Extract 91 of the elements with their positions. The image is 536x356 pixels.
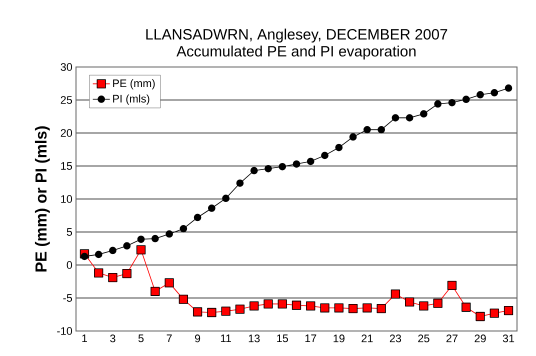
x-tick-label: 13 bbox=[248, 334, 260, 342]
point bbox=[334, 303, 344, 312]
point bbox=[109, 246, 116, 254]
point bbox=[80, 252, 88, 260]
point bbox=[321, 152, 328, 160]
point bbox=[434, 100, 442, 108]
point bbox=[306, 158, 314, 166]
point bbox=[194, 214, 202, 222]
point bbox=[349, 133, 357, 141]
point bbox=[94, 250, 102, 258]
legend-label: PI (mls) bbox=[113, 94, 150, 105]
y-tick-label: -10 bbox=[57, 327, 72, 335]
x-tick-label: 29 bbox=[474, 334, 486, 342]
point bbox=[378, 126, 385, 134]
point bbox=[405, 297, 414, 307]
y-tick-label: 5 bbox=[66, 228, 72, 236]
point bbox=[448, 98, 456, 106]
point bbox=[390, 289, 400, 299]
x-tick-label: 3 bbox=[110, 334, 116, 342]
point bbox=[419, 301, 428, 311]
point bbox=[476, 312, 485, 322]
point bbox=[320, 303, 330, 312]
point bbox=[264, 299, 273, 309]
point bbox=[462, 96, 470, 104]
point bbox=[447, 280, 457, 290]
point bbox=[150, 286, 160, 296]
y-tick-label: 25 bbox=[60, 96, 72, 104]
point bbox=[192, 307, 202, 316]
point bbox=[292, 160, 300, 168]
x-tick-label: 7 bbox=[166, 334, 172, 342]
legend-label: PE (mm) bbox=[113, 79, 155, 90]
point bbox=[362, 303, 372, 312]
x-tick-label: 21 bbox=[362, 334, 373, 342]
point bbox=[335, 144, 343, 152]
x-tick-label: 15 bbox=[277, 334, 288, 342]
x-tick-label: 5 bbox=[138, 334, 144, 342]
x-tick-label: 27 bbox=[446, 334, 458, 342]
point bbox=[462, 302, 471, 312]
point bbox=[504, 84, 512, 92]
point bbox=[94, 268, 104, 278]
point bbox=[178, 294, 188, 304]
chart-title: LLANSADWRN, Anglesey, DECEMBER 2007 bbox=[146, 28, 448, 43]
y-axis-title: PE (mm) or PI (mls) bbox=[34, 126, 50, 272]
point bbox=[221, 306, 230, 316]
point bbox=[250, 166, 258, 174]
point bbox=[250, 301, 259, 311]
y-tick-label: 15 bbox=[61, 162, 72, 170]
y-tick-label: 30 bbox=[60, 63, 72, 71]
point bbox=[235, 304, 245, 314]
point bbox=[151, 234, 159, 242]
x-tick-label: 1 bbox=[82, 334, 87, 342]
x-tick-label: 31 bbox=[502, 334, 514, 342]
x-tick-label: 23 bbox=[390, 334, 402, 342]
point bbox=[123, 242, 131, 250]
point bbox=[164, 278, 174, 288]
point bbox=[490, 89, 498, 96]
point bbox=[433, 298, 442, 308]
point bbox=[208, 204, 216, 212]
y-tick-label: 10 bbox=[61, 195, 72, 203]
point bbox=[136, 245, 146, 254]
point bbox=[137, 236, 145, 243]
point bbox=[420, 110, 428, 118]
y-tick-label: 0 bbox=[66, 261, 72, 269]
point bbox=[406, 114, 414, 122]
point bbox=[108, 272, 118, 282]
point bbox=[476, 91, 484, 98]
point bbox=[306, 301, 316, 311]
point bbox=[278, 162, 286, 170]
x-tick-label: 9 bbox=[195, 334, 200, 342]
point bbox=[348, 304, 358, 314]
point bbox=[207, 308, 216, 318]
x-tick-label: 25 bbox=[418, 334, 430, 342]
point bbox=[490, 308, 499, 318]
point bbox=[278, 299, 287, 309]
point bbox=[166, 230, 173, 238]
point bbox=[180, 225, 188, 232]
point bbox=[363, 126, 371, 134]
x-tick-label: 19 bbox=[334, 334, 344, 342]
y-tick-label: -5 bbox=[63, 294, 72, 302]
chart-subtitle: Accumulated PE and PI evaporation bbox=[176, 46, 416, 60]
x-tick-label: 11 bbox=[220, 334, 231, 342]
point bbox=[264, 164, 272, 172]
point bbox=[236, 179, 244, 187]
point bbox=[504, 306, 514, 316]
y-tick-label: 20 bbox=[60, 129, 72, 137]
point bbox=[376, 304, 386, 314]
point bbox=[222, 194, 230, 202]
point bbox=[292, 300, 302, 310]
x-tick-label: 17 bbox=[305, 334, 316, 342]
point bbox=[392, 114, 400, 122]
point bbox=[122, 268, 132, 278]
